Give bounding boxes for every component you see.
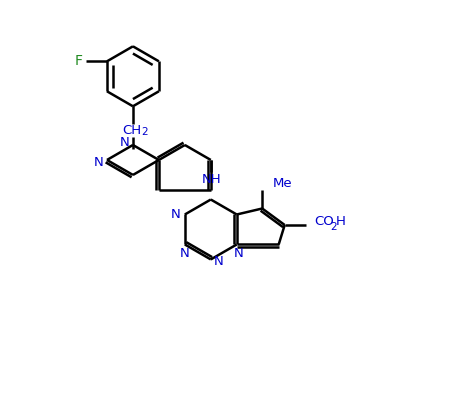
Text: 2: 2 [141,127,148,137]
Text: N: N [234,247,244,260]
Text: N: N [94,155,104,168]
Text: CO: CO [315,215,335,228]
Text: CH: CH [123,124,142,137]
Text: N: N [120,137,129,150]
Text: N: N [171,208,180,221]
Text: N: N [214,255,224,268]
Text: Me: Me [273,177,292,191]
Text: H: H [335,215,345,228]
Text: N: N [180,247,190,260]
Text: F: F [75,54,83,68]
Text: NH: NH [202,173,221,186]
Text: 2: 2 [330,222,337,232]
